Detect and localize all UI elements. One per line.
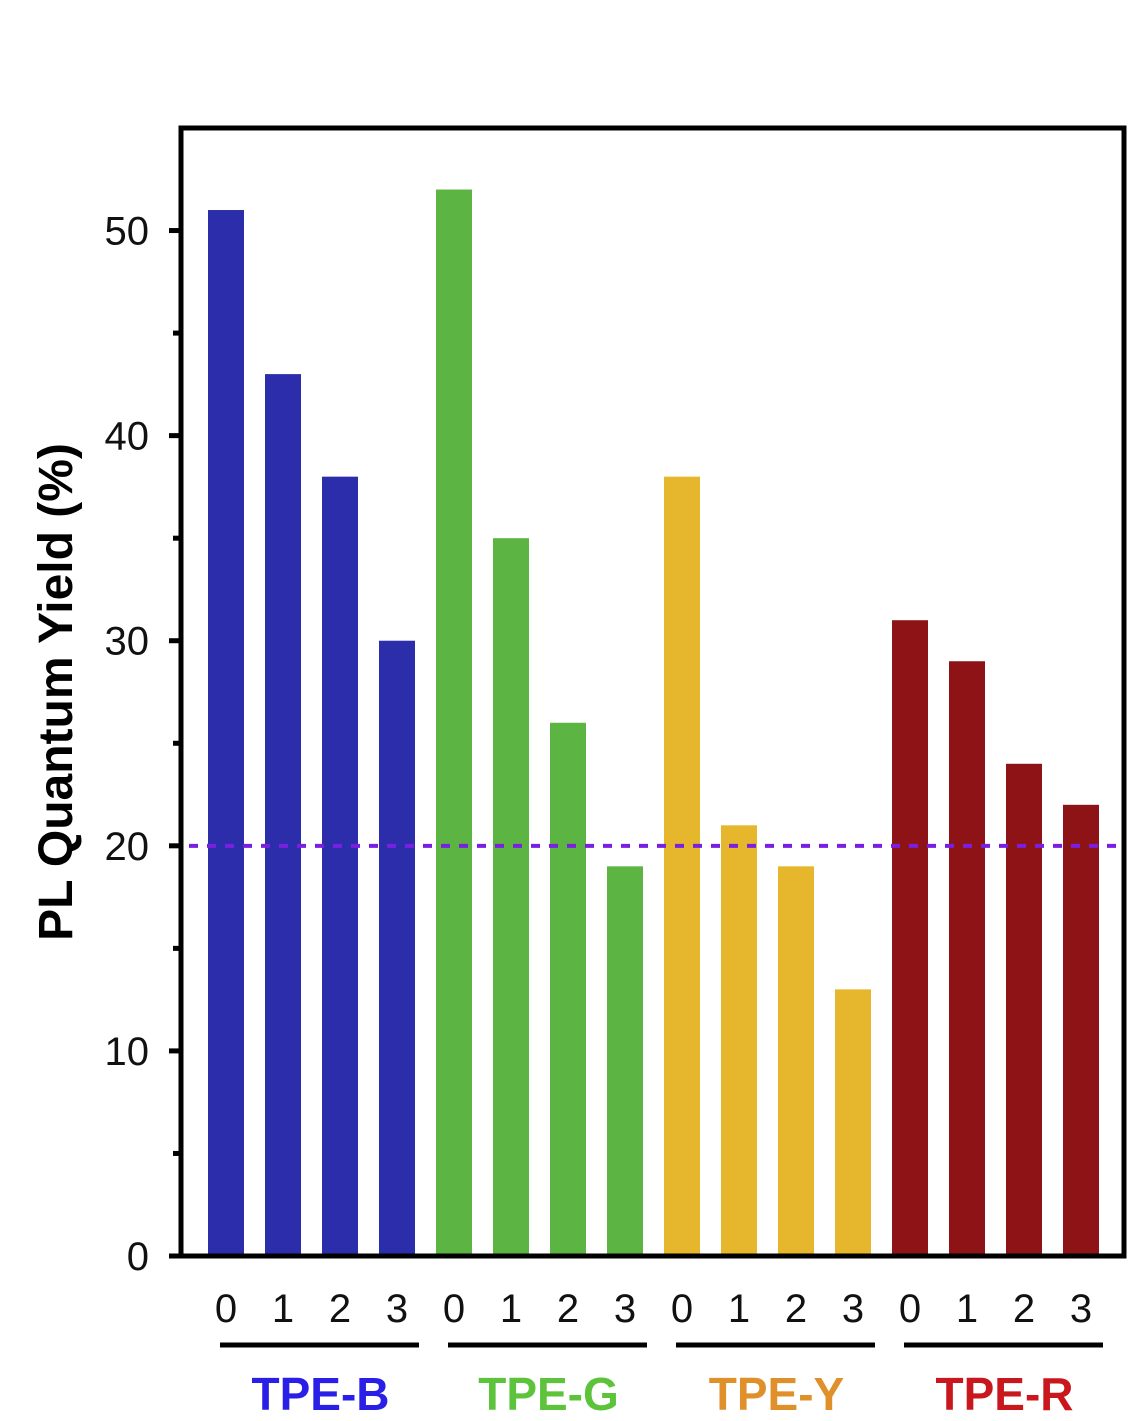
- x-tick-label: 3: [386, 1287, 408, 1331]
- bar-tpe-y-2: [778, 866, 814, 1256]
- bar-tpe-r-1: [949, 661, 985, 1256]
- x-tick-label: 0: [443, 1287, 465, 1331]
- x-tick-label: 1: [956, 1287, 978, 1331]
- plot-frame: [178, 125, 1127, 1259]
- group-labels: TPE-B TPE-G TPE-Y TPE-R: [220, 1342, 1103, 1420]
- x-tick-label: 1: [728, 1287, 750, 1331]
- y-axis-label: PL Quantum Yield (%): [30, 443, 83, 941]
- x-tick-label: 3: [614, 1287, 636, 1331]
- bar-tpe-b-3: [379, 640, 415, 1256]
- x-tick-label: 0: [215, 1287, 237, 1331]
- x-tick-label: 1: [500, 1287, 522, 1331]
- x-tick-label: 2: [557, 1287, 579, 1331]
- x-tick-label: 3: [842, 1287, 864, 1331]
- group-label-tpe-g: TPE-G: [478, 1368, 619, 1420]
- group-label-tpe-b: TPE-B: [252, 1368, 390, 1420]
- bar-tpe-g-0: [436, 189, 472, 1257]
- bar-tpe-g-2: [550, 722, 586, 1256]
- bar-tpe-y-1: [721, 825, 757, 1256]
- y-axis: 0 10 20 30 40 50: [105, 210, 181, 1279]
- x-tick-label: 1: [272, 1287, 294, 1331]
- group-label-tpe-y: TPE-Y: [709, 1368, 844, 1420]
- x-tick-label: 0: [671, 1287, 693, 1331]
- bar-tpe-g-1: [493, 538, 529, 1256]
- x-tick-label: 0: [899, 1287, 921, 1331]
- bar-tpe-y-3: [835, 989, 871, 1256]
- y-tick-label: 20: [105, 825, 150, 869]
- bar-tpe-r-3: [1063, 804, 1099, 1256]
- x-tick-label: 2: [785, 1287, 807, 1331]
- x-tick-label: 3: [1070, 1287, 1092, 1331]
- bar-tpe-y-0: [664, 476, 700, 1256]
- bar-tpe-r-2: [1006, 763, 1042, 1256]
- x-tick-label: 2: [1013, 1287, 1035, 1331]
- bar-tpe-b-0: [208, 210, 244, 1256]
- bar-tpe-b-2: [322, 476, 358, 1256]
- bars-layer: [208, 189, 1099, 1257]
- y-tick-label: 30: [105, 620, 150, 664]
- y-tick-label: 10: [105, 1030, 150, 1074]
- bar-tpe-r-0: [892, 620, 928, 1256]
- bar-tpe-g-3: [607, 866, 643, 1256]
- y-tick-label: 0: [127, 1235, 149, 1279]
- group-label-tpe-r: TPE-R: [936, 1368, 1074, 1420]
- x-tick-label: 2: [329, 1287, 351, 1331]
- y-tick-label: 40: [105, 415, 150, 459]
- bar-tpe-b-1: [265, 374, 301, 1256]
- y-tick-label: 50: [105, 210, 150, 254]
